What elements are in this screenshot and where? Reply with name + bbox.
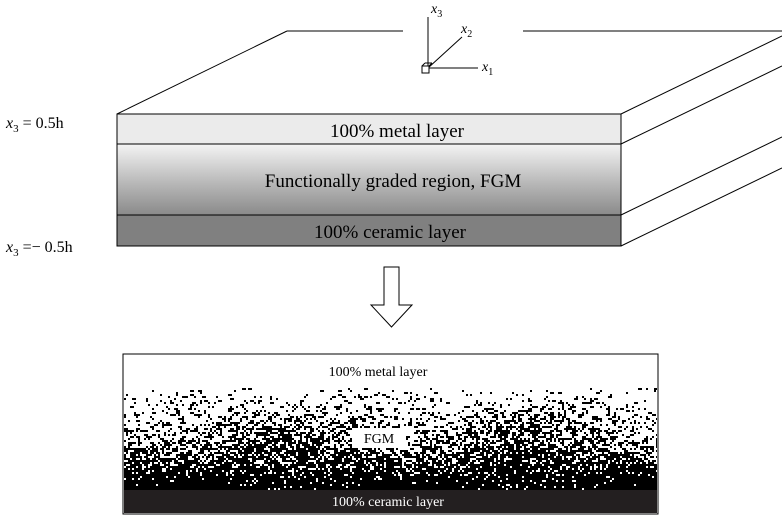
axis-x1-label: x1: [481, 60, 493, 78]
slab-top-face: [116, 30, 782, 115]
down-arrow-icon: [369, 266, 414, 328]
axis-x2-label: x2: [460, 22, 472, 40]
ceramic-layer-label: 100% ceramic layer: [314, 222, 467, 243]
microstructure-metal-label: 100% metal layer: [329, 365, 428, 380]
microstructure-fgm-label-box: [352, 428, 406, 448]
microstructure-ceramic-label: 100% ceramic layer: [332, 495, 444, 510]
fgm-region-label: Functionally graded region, FGM: [265, 171, 522, 192]
fgm-region: [116, 143, 622, 216]
slab-side-face: [620, 35, 782, 247]
coordinate-axes: [421, 17, 478, 74]
microstructure-fgm-label: FGM: [364, 432, 395, 447]
fgm-particle-speckle: [124, 388, 657, 490]
metal-layer: [116, 113, 622, 145]
axis-x3-label: x3: [430, 2, 442, 20]
top-coordinate-label: x3 = 0.5h: [5, 115, 64, 135]
ceramic-layer: [116, 214, 622, 247]
metal-layer-label: 100% metal layer: [330, 121, 465, 142]
microstructure-ceramic-band: [124, 490, 657, 513]
bottom-coordinate-label: x3 =− 0.5h: [5, 239, 73, 259]
